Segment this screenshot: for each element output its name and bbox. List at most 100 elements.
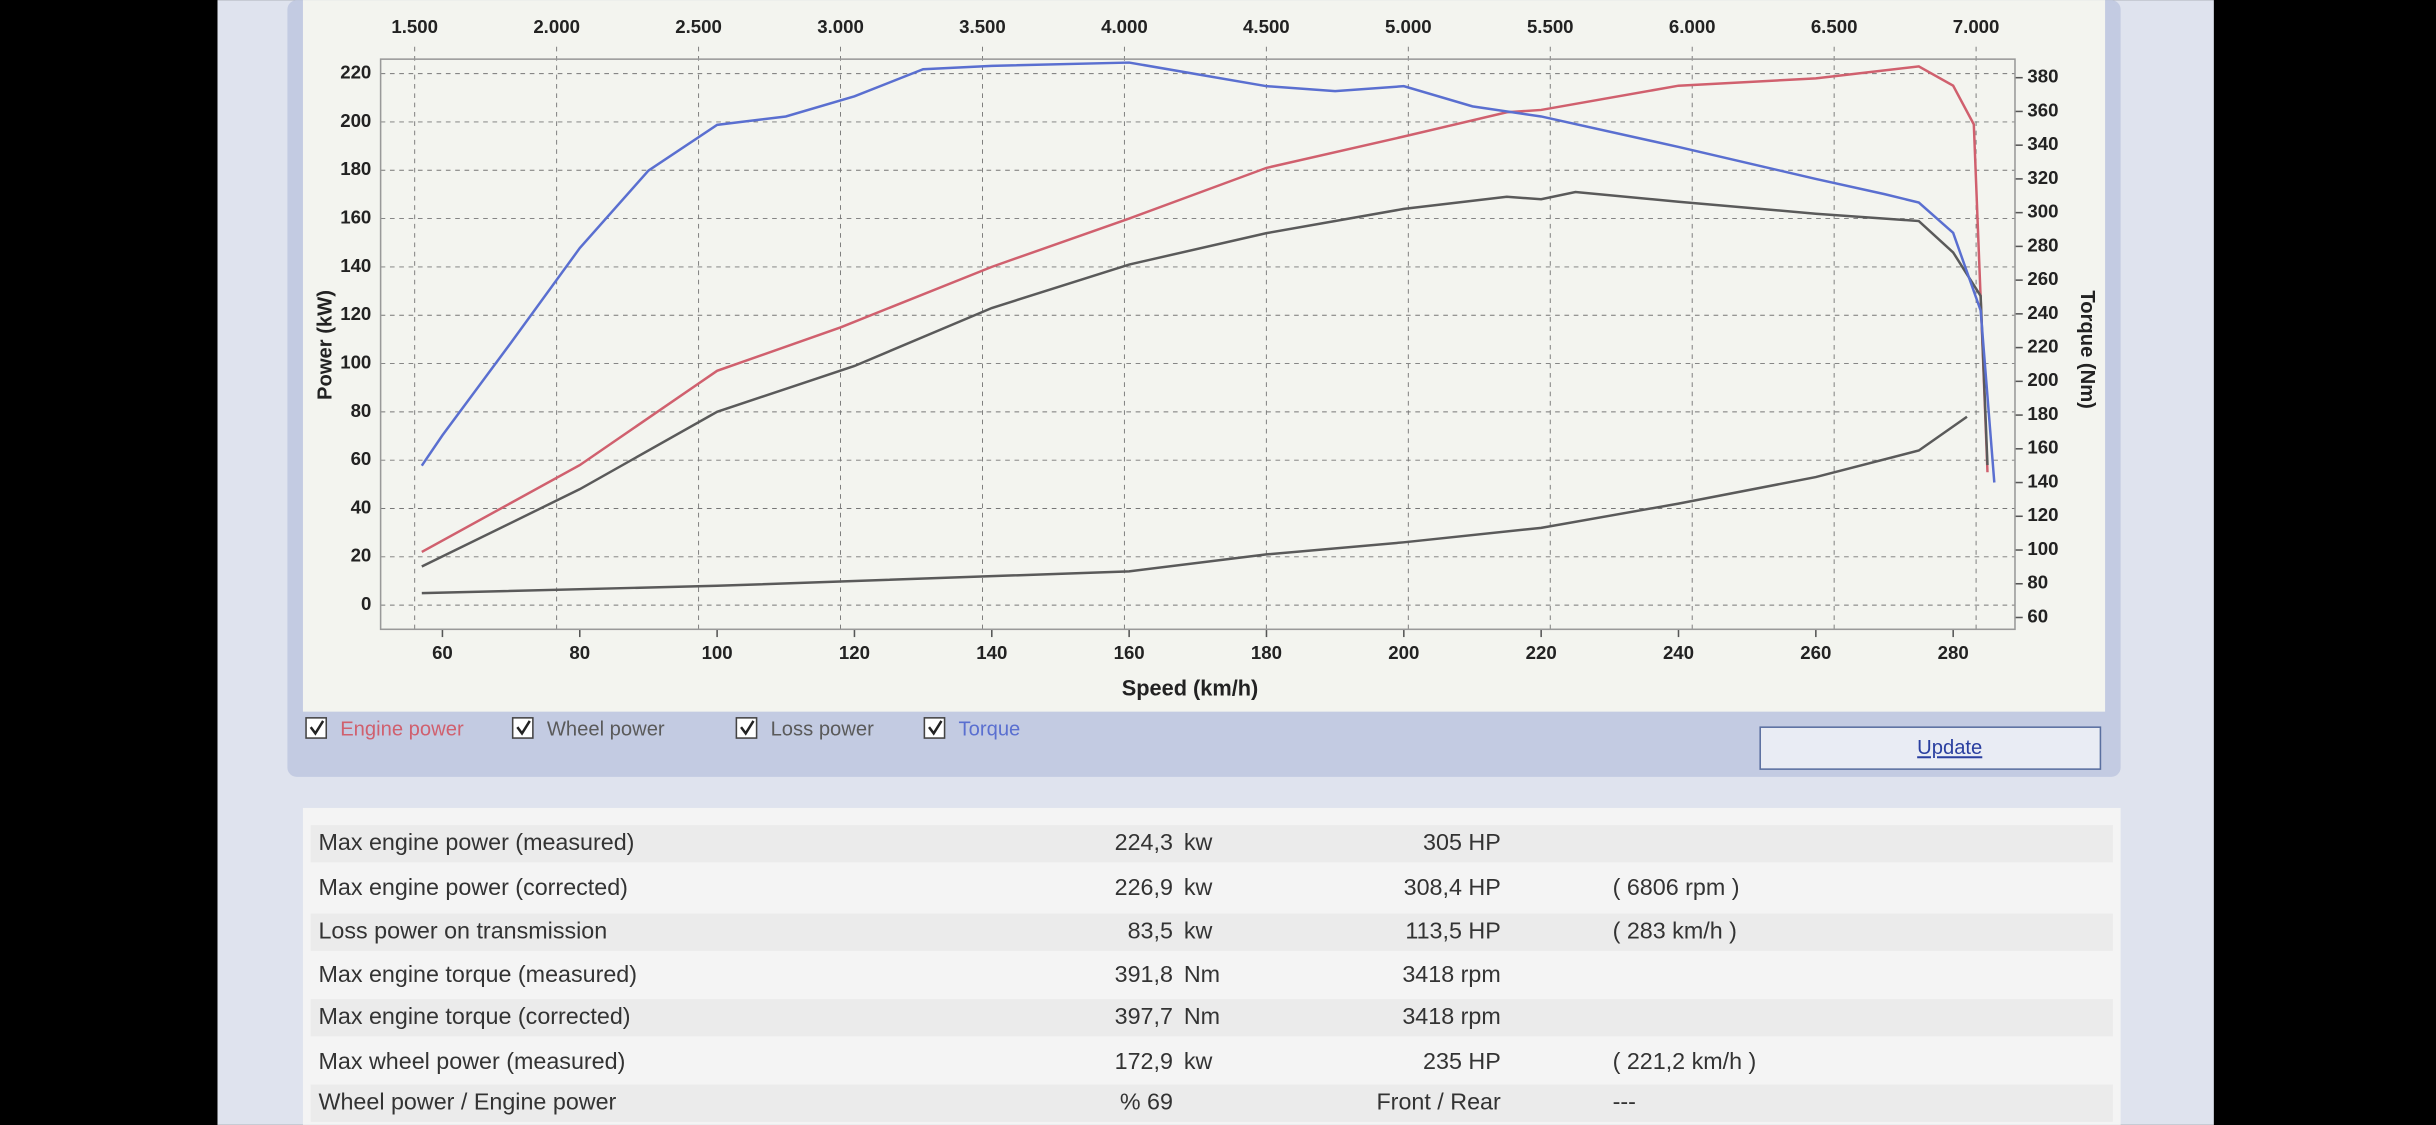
x-tick-label: 220	[1526, 642, 1557, 663]
y2-tick-label: 100	[2027, 538, 2058, 559]
x2-tick-label: 7.000	[1953, 16, 2000, 37]
row-value2: Front / Rear	[1376, 1088, 1501, 1114]
y-tick-label: 80	[351, 400, 372, 421]
row-value2: 305 HP	[1423, 829, 1501, 855]
series-line	[421, 415, 1968, 595]
legend-label[interactable]: Engine power	[340, 719, 464, 741]
row-label: Max wheel power (measured)	[318, 1048, 625, 1074]
x-tick-label: 200	[1388, 642, 1419, 663]
row-unit: kw	[1184, 1048, 1213, 1074]
y2-axis-title: Torque (Nm)	[2076, 290, 2098, 409]
legend-checkbox[interactable]	[305, 717, 328, 739]
x2-tick-label: 4.000	[1101, 16, 1148, 37]
row-label: Wheel power / Engine power	[318, 1088, 616, 1114]
legend-label[interactable]: Torque	[959, 719, 1021, 741]
y2-tick-label: 60	[2027, 605, 2048, 626]
row-extra: ( 221,2 km/h )	[1613, 1048, 1757, 1074]
x2-tick-label: 6.500	[1811, 16, 1858, 37]
y-tick-label: 120	[340, 303, 371, 324]
y2-tick-label: 300	[2027, 201, 2058, 222]
x2-tick-label: 2.500	[675, 16, 722, 37]
y2-tick-label: 80	[2027, 572, 2048, 593]
y2-tick-label: 160	[2027, 437, 2058, 458]
row-value2: 113,5 HP	[1405, 917, 1500, 943]
y-tick-label: 0	[361, 593, 371, 614]
series-line	[421, 190, 1989, 568]
row-label: Loss power on transmission	[318, 917, 607, 943]
row-label: Max engine torque (corrected)	[318, 1003, 630, 1029]
y-tick-label: 20	[351, 545, 372, 566]
y-tick-label: 100	[340, 351, 371, 372]
row-label: Max engine torque (measured)	[318, 961, 637, 987]
x2-tick-label: 5.500	[1527, 16, 1574, 37]
row-value2: 235 HP	[1423, 1048, 1501, 1074]
x2-tick-label: 6.000	[1669, 16, 1716, 37]
x-tick-label: 120	[839, 642, 870, 663]
checkmark[interactable]	[516, 720, 531, 736]
legend-checkbox[interactable]	[511, 717, 534, 739]
legend-checkbox[interactable]	[735, 717, 758, 739]
y-tick-label: 200	[340, 110, 371, 131]
x-tick-label: 180	[1251, 642, 1282, 663]
legend-checkbox[interactable]	[923, 717, 946, 739]
x2-tick-label: 1.500	[391, 16, 438, 37]
y2-tick-label: 360	[2027, 99, 2058, 120]
y-tick-label: 140	[340, 255, 371, 276]
x2-tick-label: 3.000	[817, 16, 864, 37]
y2-tick-label: 180	[2027, 403, 2058, 424]
update-label[interactable]: Update	[1917, 737, 1982, 759]
table-row-band	[310, 1084, 2113, 1122]
legend-label[interactable]: Loss power	[771, 719, 875, 741]
table-row-band	[310, 999, 2113, 1037]
x2-tick-label: 2.000	[533, 16, 580, 37]
y2-tick-label: 380	[2027, 66, 2058, 87]
y2-tick-label: 240	[2027, 302, 2058, 323]
checkmark[interactable]	[928, 720, 943, 736]
x-tick-label: 60	[432, 642, 453, 663]
row-unit: kw	[1184, 829, 1213, 855]
y-axis-title: Power (kW)	[315, 290, 337, 400]
y2-tick-label: 220	[2027, 336, 2058, 357]
chart-area	[302, 0, 2106, 712]
x2-tick-label: 5.000	[1385, 16, 1432, 37]
row-extra: ( 6806 rpm )	[1613, 874, 1740, 900]
row-value: 397,7	[1115, 1003, 1173, 1029]
x2-tick-label: 3.500	[959, 16, 1006, 37]
row-unit: Nm	[1184, 961, 1220, 987]
row-label: Max engine power (corrected)	[318, 874, 627, 900]
y-tick-label: 60	[351, 448, 372, 469]
row-value2: 3418 rpm	[1402, 1003, 1500, 1029]
x2-tick-label: 4.500	[1243, 16, 1290, 37]
row-value: % 69	[1120, 1088, 1173, 1114]
table-row-band	[310, 825, 2113, 863]
y-tick-label: 180	[340, 158, 371, 179]
x-tick-label: 260	[1800, 642, 1831, 663]
checkmark[interactable]	[740, 720, 755, 736]
row-extra: ---	[1613, 1088, 1636, 1114]
row-value: 391,8	[1115, 961, 1173, 987]
row-value2: 3418 rpm	[1402, 961, 1500, 987]
legend-label[interactable]: Wheel power	[547, 719, 665, 741]
table-row-band	[310, 913, 2113, 951]
row-label: Max engine power (measured)	[318, 829, 634, 855]
x-tick-label: 140	[976, 642, 1007, 663]
y2-tick-label: 260	[2027, 268, 2058, 289]
y2-tick-label: 200	[2027, 369, 2058, 390]
row-unit: Nm	[1184, 1003, 1220, 1029]
y2-tick-label: 120	[2027, 504, 2058, 525]
update-button[interactable]	[1759, 726, 2102, 770]
row-unit: kw	[1184, 917, 1213, 943]
series-line	[421, 65, 1989, 554]
x-axis-title: Speed (km/h)	[1122, 676, 1259, 701]
series-line	[420, 61, 1996, 483]
x-tick-label: 100	[702, 642, 733, 663]
y2-tick-label: 140	[2027, 470, 2058, 491]
y-tick-label: 160	[340, 207, 371, 228]
x-tick-label: 280	[1938, 642, 1969, 663]
row-value2: 308,4 HP	[1404, 874, 1501, 900]
checkmark[interactable]	[309, 720, 325, 736]
plot-frame	[379, 58, 2016, 631]
y2-tick-label: 280	[2027, 234, 2058, 255]
y2-tick-label: 320	[2027, 167, 2058, 188]
